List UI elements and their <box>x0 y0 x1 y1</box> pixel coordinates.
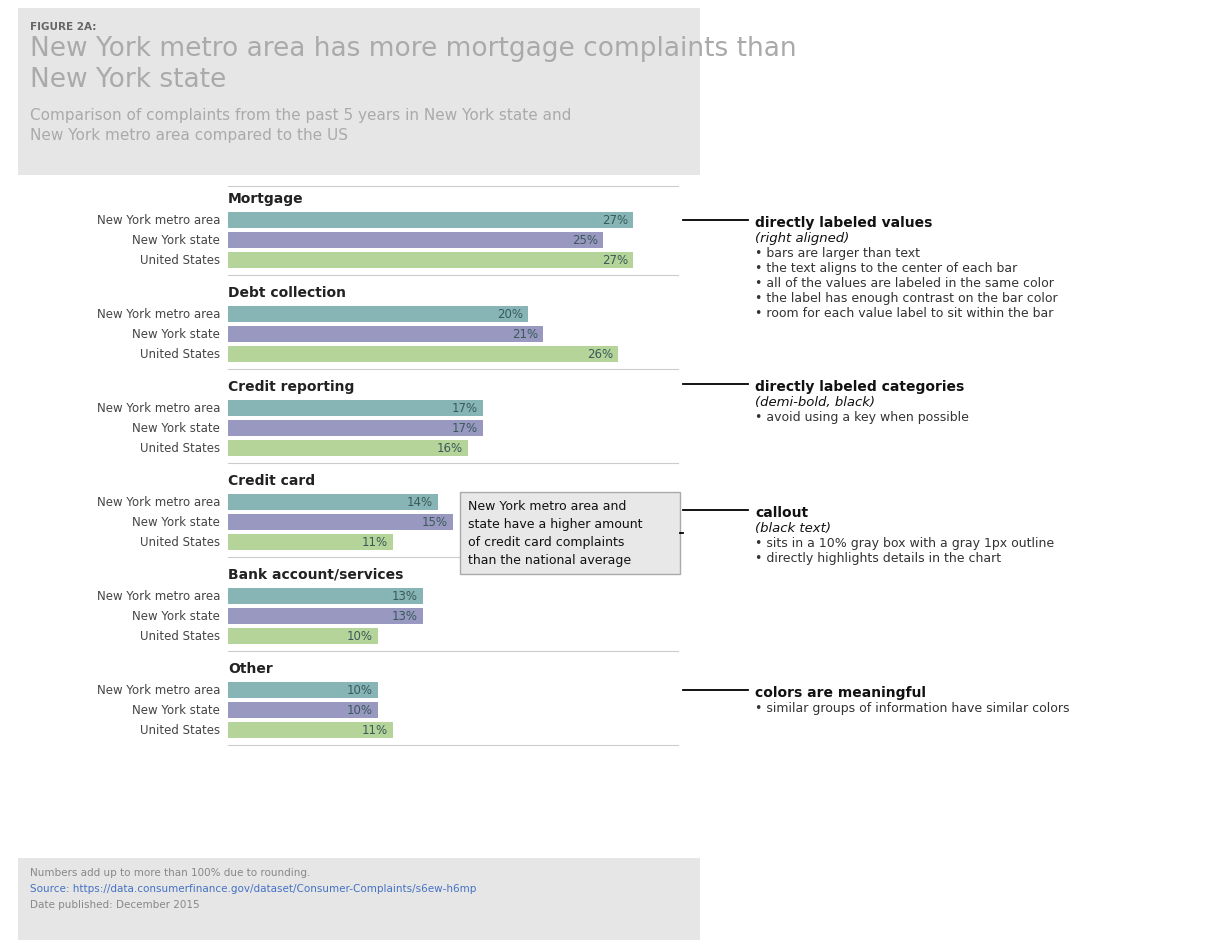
Bar <box>228 628 378 644</box>
Text: 10%: 10% <box>347 630 373 643</box>
Text: 20%: 20% <box>497 307 523 320</box>
Text: 10%: 10% <box>347 684 373 696</box>
Text: 25%: 25% <box>572 234 599 246</box>
Text: 10%: 10% <box>347 704 373 716</box>
Text: 13%: 13% <box>392 610 418 623</box>
Bar <box>228 682 378 698</box>
Bar <box>228 608 422 624</box>
Text: 14%: 14% <box>407 495 433 509</box>
Bar <box>228 420 483 436</box>
Text: United States: United States <box>140 347 220 360</box>
Text: Credit reporting: Credit reporting <box>228 380 354 394</box>
Text: New York metro area: New York metro area <box>97 684 220 696</box>
Text: 17%: 17% <box>452 421 478 435</box>
Text: Bank account/services: Bank account/services <box>228 568 403 582</box>
Text: • directly highlights details in the chart: • directly highlights details in the cha… <box>755 552 1002 565</box>
Text: 16%: 16% <box>437 441 463 455</box>
Text: New York state: New York state <box>132 610 220 623</box>
Text: Debt collection: Debt collection <box>228 286 346 300</box>
Text: 13%: 13% <box>392 590 418 603</box>
Text: (right aligned): (right aligned) <box>755 232 850 245</box>
Text: 27%: 27% <box>602 254 628 266</box>
Text: 11%: 11% <box>362 724 388 736</box>
Bar <box>228 588 422 604</box>
Text: Source: https://data.consumerfinance.gov/dataset/Consumer-Complaints/s6ew-h6mp: Source: https://data.consumerfinance.gov… <box>30 884 476 894</box>
Text: New York metro area: New York metro area <box>97 307 220 320</box>
Text: 21%: 21% <box>512 327 538 340</box>
Text: (black text): (black text) <box>755 522 832 535</box>
Text: New York metro area: New York metro area <box>97 214 220 226</box>
Text: • similar groups of information have similar colors: • similar groups of information have sim… <box>755 702 1070 715</box>
Bar <box>228 326 543 342</box>
Text: • bars are larger than text: • bars are larger than text <box>755 247 920 260</box>
Text: New York metro area: New York metro area <box>97 590 220 603</box>
Bar <box>228 212 632 228</box>
Text: 17%: 17% <box>452 401 478 415</box>
Bar <box>228 494 438 510</box>
Text: Date published: December 2015: Date published: December 2015 <box>30 900 199 910</box>
Text: • sits in a 10% gray box with a gray 1px outline: • sits in a 10% gray box with a gray 1px… <box>755 537 1054 550</box>
Text: colors are meaningful: colors are meaningful <box>755 686 926 700</box>
Text: • avoid using a key when possible: • avoid using a key when possible <box>755 411 969 424</box>
Text: United States: United States <box>140 724 220 736</box>
Text: (demi-bold, black): (demi-bold, black) <box>755 396 875 409</box>
Text: Comparison of complaints from the past 5 years in New York state and
New York me: Comparison of complaints from the past 5… <box>30 108 572 143</box>
Bar <box>228 440 469 456</box>
Text: callout: callout <box>755 506 809 520</box>
Text: United States: United States <box>140 254 220 266</box>
Text: directly labeled categories: directly labeled categories <box>755 380 964 394</box>
Bar <box>228 252 632 268</box>
Text: 26%: 26% <box>586 347 613 360</box>
Text: New York metro area and
state have a higher amount
of credit card complaints
tha: New York metro area and state have a hig… <box>469 500 642 567</box>
Text: Credit card: Credit card <box>228 474 316 488</box>
Text: New York metro area: New York metro area <box>97 401 220 415</box>
Text: New York state: New York state <box>132 704 220 716</box>
Text: Mortgage: Mortgage <box>228 192 304 206</box>
Text: New York state: New York state <box>132 421 220 435</box>
Text: 27%: 27% <box>602 214 628 226</box>
Text: New York state: New York state <box>132 515 220 529</box>
Text: United States: United States <box>140 630 220 643</box>
Text: New York metro area has more mortgage complaints than
New York state: New York metro area has more mortgage co… <box>30 36 796 93</box>
Text: • room for each value label to sit within the bar: • room for each value label to sit withi… <box>755 307 1054 320</box>
Text: New York state: New York state <box>132 327 220 340</box>
Text: directly labeled values: directly labeled values <box>755 216 932 230</box>
Text: Numbers add up to more than 100% due to rounding.: Numbers add up to more than 100% due to … <box>30 868 311 878</box>
Bar <box>18 8 700 175</box>
Text: New York state: New York state <box>132 234 220 246</box>
Bar <box>228 232 603 248</box>
Text: United States: United States <box>140 535 220 549</box>
Bar <box>228 514 453 530</box>
Text: New York metro area: New York metro area <box>97 495 220 509</box>
Bar <box>228 400 483 416</box>
Text: Other: Other <box>228 662 273 676</box>
FancyBboxPatch shape <box>460 492 680 574</box>
Text: FIGURE 2A:: FIGURE 2A: <box>30 22 96 32</box>
Text: • all of the values are labeled in the same color: • all of the values are labeled in the s… <box>755 277 1054 290</box>
Bar <box>18 858 700 940</box>
Bar <box>228 722 393 738</box>
Text: 15%: 15% <box>422 515 448 529</box>
Text: • the label has enough contrast on the bar color: • the label has enough contrast on the b… <box>755 292 1057 305</box>
Text: 11%: 11% <box>362 535 388 549</box>
Bar <box>228 534 393 550</box>
Bar <box>228 306 528 322</box>
Text: United States: United States <box>140 441 220 455</box>
Bar <box>228 702 378 718</box>
Bar <box>228 346 618 362</box>
Text: • the text aligns to the center of each bar: • the text aligns to the center of each … <box>755 262 1017 275</box>
